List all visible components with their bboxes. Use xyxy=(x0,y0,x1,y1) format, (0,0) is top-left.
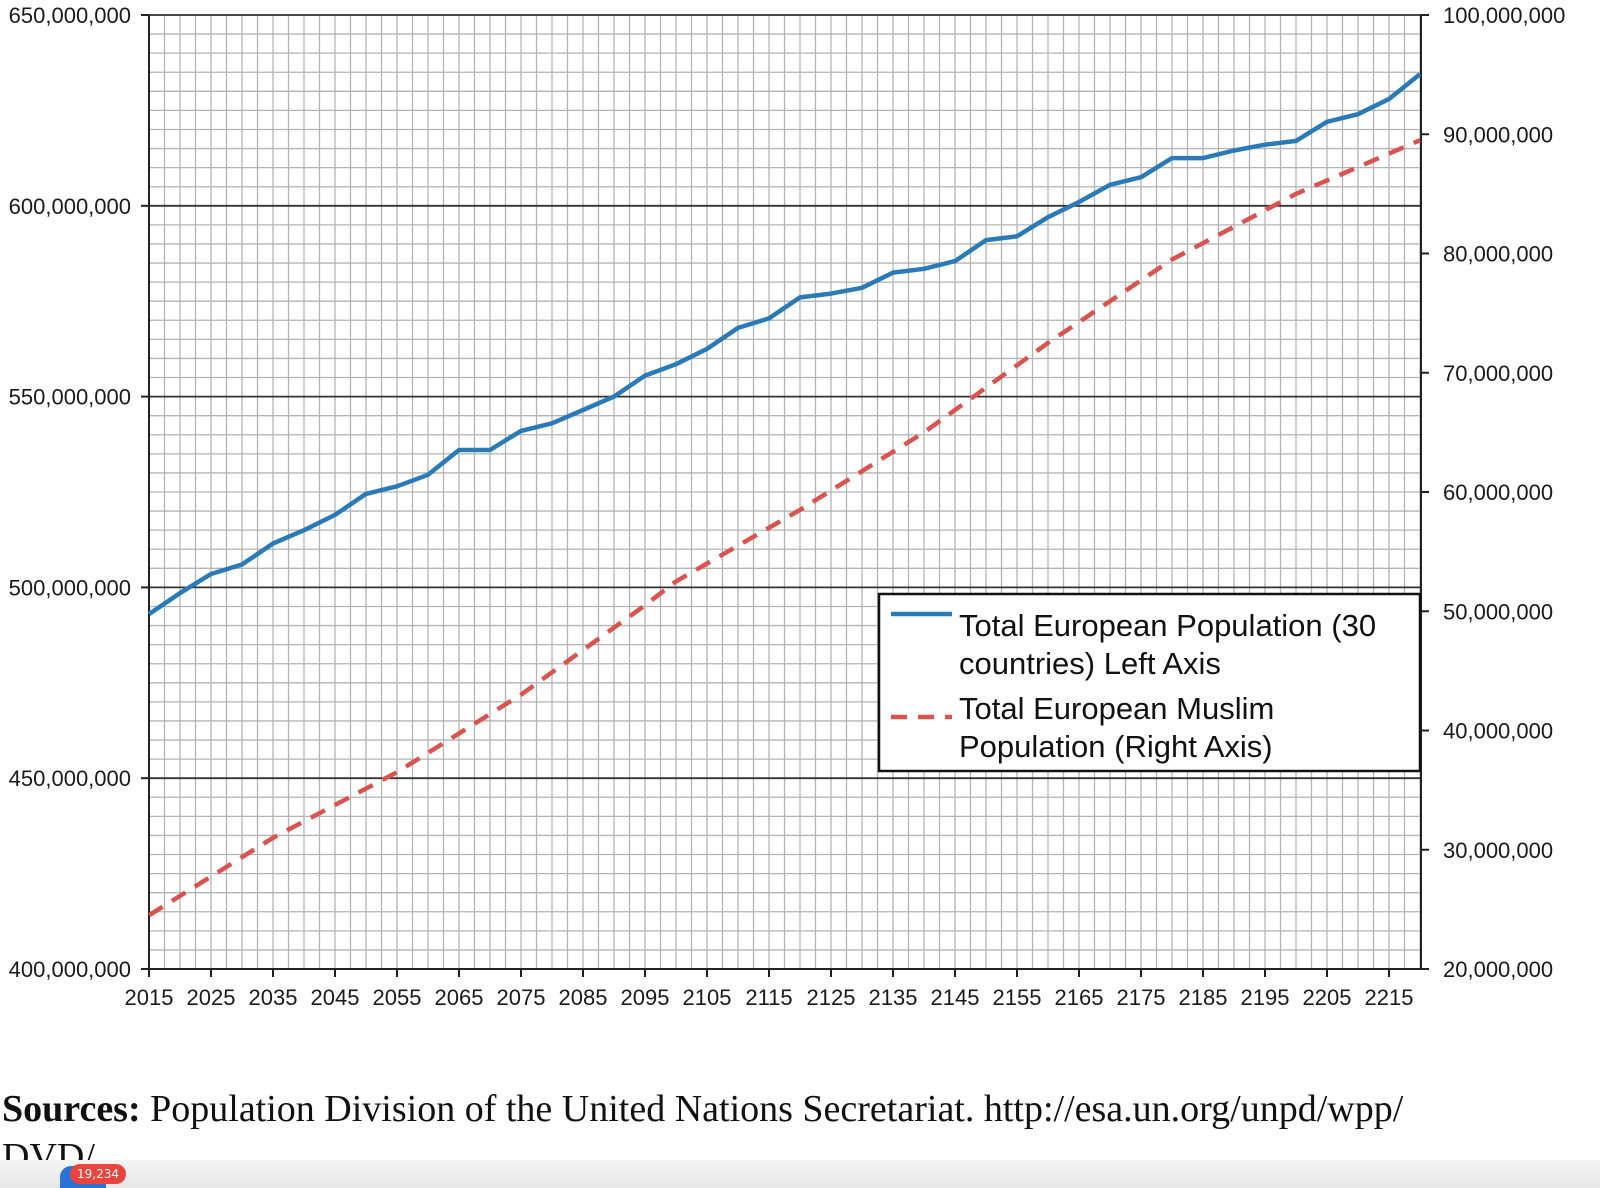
left-tick-label: 550,000,000 xyxy=(9,385,131,410)
x-tick-label: 2075 xyxy=(497,985,546,1010)
left-tick-label: 600,000,000 xyxy=(9,194,131,219)
legend-label: Population (Right Axis) xyxy=(959,729,1273,764)
x-tick-label: 2055 xyxy=(373,985,422,1010)
x-tick-label: 2165 xyxy=(1055,985,1104,1010)
bottom-bar xyxy=(0,1160,1600,1188)
left-tick-label: 650,000,000 xyxy=(9,3,131,28)
right-tick-label: 70,000,000 xyxy=(1443,361,1553,386)
right-tick-label: 20,000,000 xyxy=(1443,957,1553,982)
x-tick-label: 2145 xyxy=(931,985,980,1010)
x-tick-label: 2125 xyxy=(807,985,856,1010)
right-axis-tick-labels: 20,000,000 30,000,000 40,000,000 50,000,000… xyxy=(1443,3,1565,982)
legend-box xyxy=(877,592,1422,773)
right-tick-label: 30,000,000 xyxy=(1443,838,1553,863)
legend-label: countries) Left Axis xyxy=(959,646,1221,681)
source-label: Sources: xyxy=(2,1088,141,1130)
x-tick-label: 2045 xyxy=(311,985,360,1010)
x-tick-label: 2155 xyxy=(993,985,1042,1010)
chart-grid-minor xyxy=(148,14,1421,970)
x-tick-label: 2085 xyxy=(559,985,608,1010)
x-tick-label: 2035 xyxy=(249,985,298,1010)
left-axis-tick-labels: 400,000,000 450,000,000 500,000,000 550,000… xyxy=(9,3,131,982)
right-tick-label: 100,000,000 xyxy=(1443,3,1565,28)
source-text: Population Division of the United Nation… xyxy=(140,1088,1404,1130)
right-tick-label: 80,000,000 xyxy=(1443,242,1553,267)
legend-label: Total European Population (30 xyxy=(959,608,1376,643)
left-tick-label: 500,000,000 xyxy=(9,575,131,600)
right-tick-label: 50,000,000 xyxy=(1443,599,1553,624)
legend-label: Total European Muslim xyxy=(959,691,1274,726)
x-tick-label: 2135 xyxy=(869,985,918,1010)
right-tick-label: 90,000,000 xyxy=(1443,122,1553,147)
x-tick-label: 2175 xyxy=(1117,985,1166,1010)
series-total-population-line xyxy=(147,72,1422,616)
x-tick-label: 2065 xyxy=(435,985,484,1010)
right-tick-label: 60,000,000 xyxy=(1443,480,1553,505)
x-tick-label: 2025 xyxy=(187,985,236,1010)
x-tick-label: 2215 xyxy=(1365,985,1414,1010)
x-tick-label: 2115 xyxy=(745,985,792,1010)
x-tick-label: 2095 xyxy=(621,985,670,1010)
notification-badge[interactable]: 19,234 xyxy=(70,1164,126,1184)
left-tick-label: 400,000,000 xyxy=(9,957,131,982)
chart-axes xyxy=(141,14,1429,977)
legend: Total European Population (30countries) … xyxy=(877,592,1422,773)
x-tick-label: 2195 xyxy=(1241,985,1290,1010)
x-tick-label: 2205 xyxy=(1303,985,1352,1010)
line-chart: 400,000,000 450,000,000 500,000,000 550,000… xyxy=(9,3,1566,1010)
x-tick-label: 2105 xyxy=(683,985,732,1010)
series-layer xyxy=(147,72,1422,918)
left-tick-label: 450,000,000 xyxy=(9,766,131,791)
x-tick-label: 2015 xyxy=(125,985,174,1010)
right-tick-label: 40,000,000 xyxy=(1443,719,1553,744)
x-tick-label: 2185 xyxy=(1179,985,1228,1010)
x-axis-tick-labels: 2015 2025 2035 2045 2055 2065 2075 2085 2095 2105… xyxy=(125,985,1414,1010)
source-note: Sources: Population Division of the Unit… xyxy=(2,1085,1572,1181)
